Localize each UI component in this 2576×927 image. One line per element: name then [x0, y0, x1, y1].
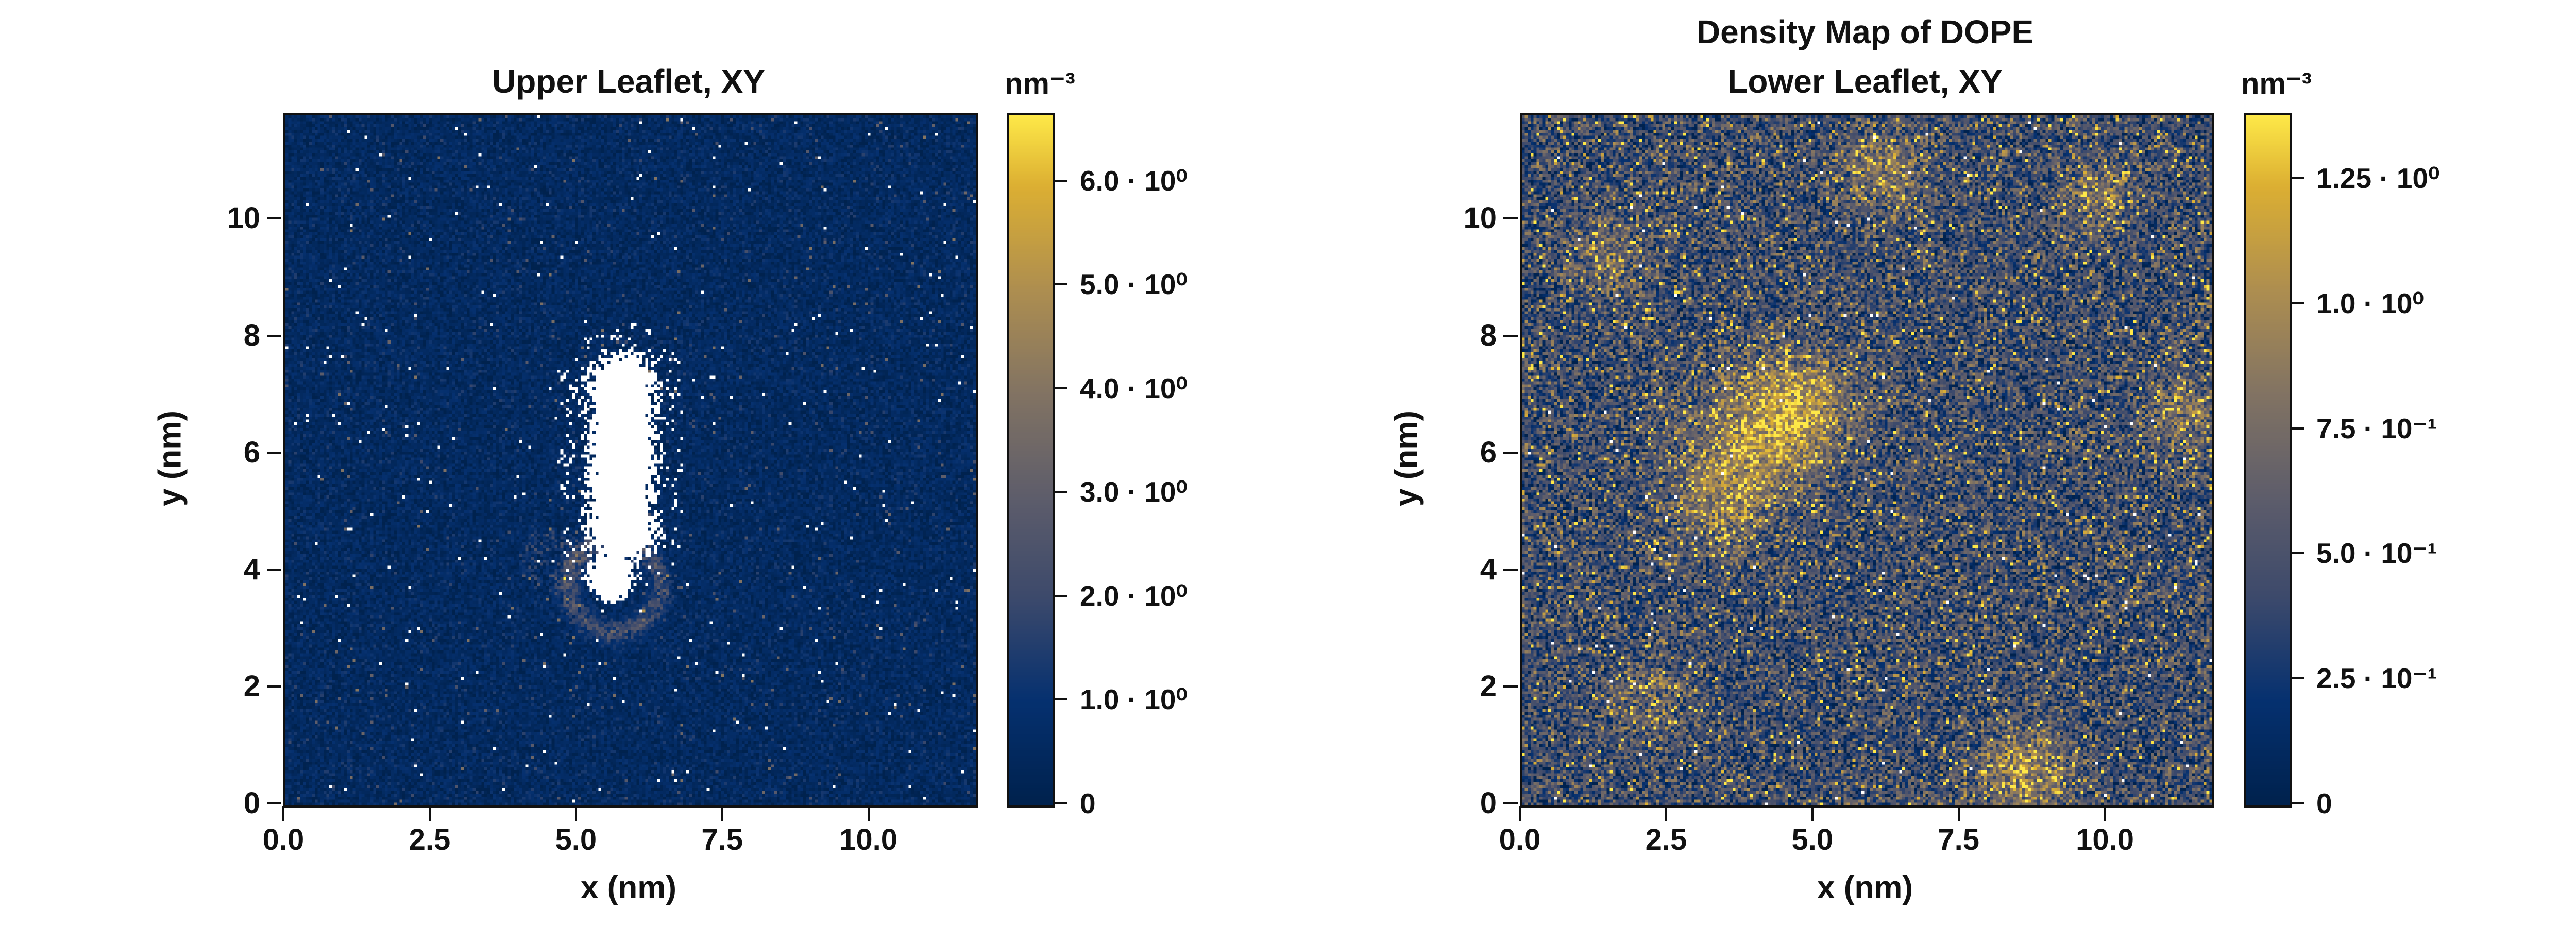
colorbar-tick-label: 6.0 · 10⁰: [1080, 164, 1188, 197]
colorbar-tick-mark: [1055, 491, 1067, 493]
colorbar-tick-label: 3.0 · 10⁰: [1080, 476, 1188, 508]
colorbar-tick-mark: [1055, 802, 1067, 804]
x-tick-label: 0.0: [262, 823, 304, 856]
y-tick-label: 8: [243, 318, 260, 352]
y-tick-mark: [267, 217, 281, 220]
x-tick-label: 10.0: [839, 823, 898, 856]
x-tick-mark: [867, 806, 870, 821]
x-tick-mark: [1811, 806, 1814, 821]
y-tick-label: 4: [1480, 552, 1497, 586]
x-tick-label: 0.0: [1499, 823, 1541, 856]
y-tick-label: −2: [2473, 579, 2576, 616]
y-tick-label: 6: [243, 435, 260, 469]
panel-transversal-yz: Transversal View, YZ z (nm) y (nm) nm⁻³ …: [2473, 0, 2576, 927]
x-axis-label: x (nm): [581, 870, 676, 905]
chart-title: Upper Leaflet, XY: [492, 63, 765, 100]
y-tick-label: 10: [227, 201, 260, 235]
colorbar-tick-label: 2.5 · 10⁻¹: [2316, 662, 2437, 695]
colorbar-tick-mark: [2292, 427, 2304, 430]
colorbar-tick-mark: [1055, 594, 1067, 597]
x-tick-mark: [428, 806, 431, 821]
y-tick-label: 6: [1480, 435, 1497, 469]
colorbar-tick-label: 1.25 · 10⁰: [2316, 162, 2440, 195]
heatmap-canvas: [285, 115, 976, 805]
colorbar-tick-mark: [1055, 387, 1067, 389]
x-tick-label: 7.5: [1938, 823, 1980, 856]
y-tick-label: 8: [1480, 318, 1497, 352]
x-tick-label: 2.5: [1645, 823, 1687, 856]
heatmap-plot-area: [283, 113, 978, 808]
y-tick-mark: [267, 568, 281, 571]
y-tick-mark: [267, 334, 281, 337]
colorbar-tick-label: 4.0 · 10⁰: [1080, 372, 1188, 404]
y-tick-label: 10: [1463, 201, 1497, 235]
colorbar-tick-label: 0: [2316, 787, 2332, 819]
y-tick-label: 0: [1480, 786, 1497, 820]
y-tick-mark: [267, 451, 281, 454]
y-tick-mark: [1503, 802, 1518, 804]
colorbar-tick-mark: [2292, 677, 2304, 680]
colorbar-tick-label: 1.0 · 10⁰: [2316, 287, 2424, 319]
y-tick-mark: [267, 802, 281, 804]
y-tick-label: 2: [1480, 669, 1497, 703]
y-tick-mark: [1503, 334, 1518, 337]
y-tick-mark: [1503, 451, 1518, 454]
heatmap-plot-area: [1520, 113, 2214, 808]
colorbar-tick-label: 7.5 · 10⁻¹: [2316, 412, 2437, 444]
colorbar-tick-label: 5.0 · 10⁰: [1080, 268, 1188, 301]
colorbar-tick-label: 2.0 · 10⁰: [1080, 579, 1188, 612]
colorbar-tick-mark: [1055, 283, 1067, 286]
x-tick-mark: [721, 806, 723, 821]
y-tick-label: 2: [2473, 286, 2576, 323]
colorbar-tick-mark: [2292, 802, 2304, 804]
y-tick-label: 4: [2473, 139, 2576, 176]
x-tick-label: 5.0: [555, 823, 597, 856]
x-tick-mark: [1665, 806, 1667, 821]
colorbar-tick-mark: [1055, 179, 1067, 182]
y-tick-mark: [1503, 568, 1518, 571]
colorbar-unit-label: nm⁻³: [1005, 67, 1075, 100]
x-tick-label: 5.0: [1791, 823, 1834, 856]
y-tick-label: 0: [243, 786, 260, 820]
colorbar-gradient: [2246, 115, 2290, 805]
x-tick-label: 7.5: [701, 823, 743, 856]
colorbar-tick-mark: [1055, 698, 1067, 701]
colorbar-tick-mark: [2292, 552, 2304, 555]
heatmap-canvas: [1522, 115, 2212, 805]
colorbar-tick-mark: [2292, 177, 2304, 180]
colorbar-tick-label: 1.0 · 10⁰: [1080, 683, 1188, 716]
x-tick-label: 2.5: [409, 823, 451, 856]
x-tick-mark: [1957, 806, 1960, 821]
x-tick-mark: [1519, 806, 1521, 821]
colorbar-tick-label: 0: [1080, 787, 1096, 819]
colorbar: [1007, 113, 1055, 808]
y-tick-label: 2: [243, 669, 260, 703]
colorbar: [2244, 113, 2292, 808]
y-tick-label: 4: [243, 552, 260, 586]
panel-upper-leaflet-xy: Upper Leaflet, XY y (nm) x (nm) nm⁻³ 0.0…: [0, 0, 1236, 927]
y-tick-mark: [1503, 685, 1518, 688]
x-tick-mark: [2104, 806, 2106, 821]
colorbar-unit-label: nm⁻³: [2241, 67, 2312, 100]
y-tick-mark: [267, 685, 281, 688]
colorbar-tick-mark: [2292, 302, 2304, 304]
chart-title: Density Map of DOPE Lower Leaflet, XY: [1696, 13, 2034, 100]
x-axis-label: x (nm): [1817, 870, 1913, 905]
colorbar-tick-label: 5.0 · 10⁻¹: [2316, 537, 2437, 570]
colorbar-gradient: [1009, 115, 1053, 805]
panel-lower-leaflet-xy: Density Map of DOPE Lower Leaflet, XY y …: [1236, 0, 2473, 927]
x-tick-mark: [282, 806, 284, 821]
y-tick-label: −4: [2473, 726, 2576, 763]
x-tick-label: 10.0: [2076, 823, 2134, 856]
y-tick-mark: [1503, 217, 1518, 220]
x-tick-mark: [574, 806, 577, 821]
y-tick-label: 0: [2473, 433, 2576, 470]
